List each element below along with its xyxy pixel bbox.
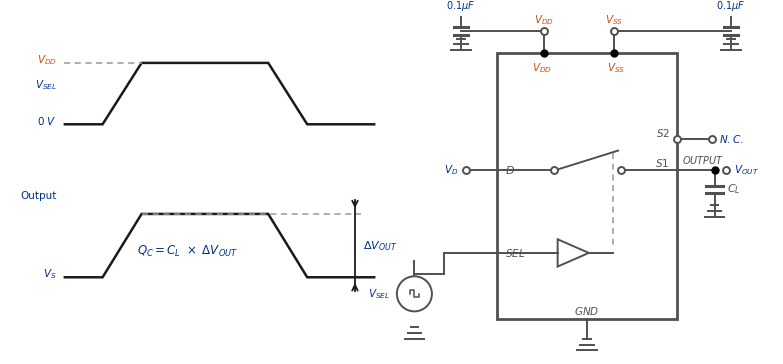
Text: $0.1\mu F$: $0.1\mu F$ (716, 0, 745, 13)
Text: $V_{DD}$: $V_{DD}$ (534, 13, 554, 27)
Text: $GND$: $GND$ (574, 305, 600, 317)
Text: $V_{DD}$: $V_{DD}$ (37, 53, 57, 67)
Text: $V_D$: $V_D$ (444, 163, 458, 177)
Bar (497, 53, 677, 319)
Text: $OUTPUT$: $OUTPUT$ (682, 154, 725, 166)
Text: $S1$: $S1$ (655, 157, 669, 169)
Text: $Q_C = C_L\ \times\ \Delta V_{OUT}$: $Q_C = C_L\ \times\ \Delta V_{OUT}$ (137, 244, 238, 258)
Text: $V_{SEL}$: $V_{SEL}$ (368, 287, 390, 301)
Text: $V_{SS}$: $V_{SS}$ (605, 13, 623, 27)
Text: $V_{OUT}$: $V_{OUT}$ (734, 163, 759, 177)
Text: $0.1\mu F$: $0.1\mu F$ (446, 0, 476, 13)
Text: $0\ V$: $0\ V$ (37, 115, 57, 127)
Text: $D$: $D$ (505, 164, 515, 176)
Text: $\Delta V_{OUT}$: $\Delta V_{OUT}$ (363, 239, 397, 253)
Text: $S2$: $S2$ (655, 127, 669, 139)
Text: $V_{DD}$: $V_{DD}$ (532, 61, 552, 75)
Text: $V_{SEL}$: $V_{SEL}$ (35, 78, 57, 92)
Text: $C_L$: $C_L$ (727, 183, 741, 197)
Text: $V_{SS}$: $V_{SS}$ (607, 61, 625, 75)
Text: $N.C.$: $N.C.$ (720, 133, 744, 145)
Text: $SEL$: $SEL$ (505, 247, 525, 259)
Text: $V_S$: $V_S$ (43, 268, 57, 281)
Text: Output: Output (20, 191, 57, 201)
